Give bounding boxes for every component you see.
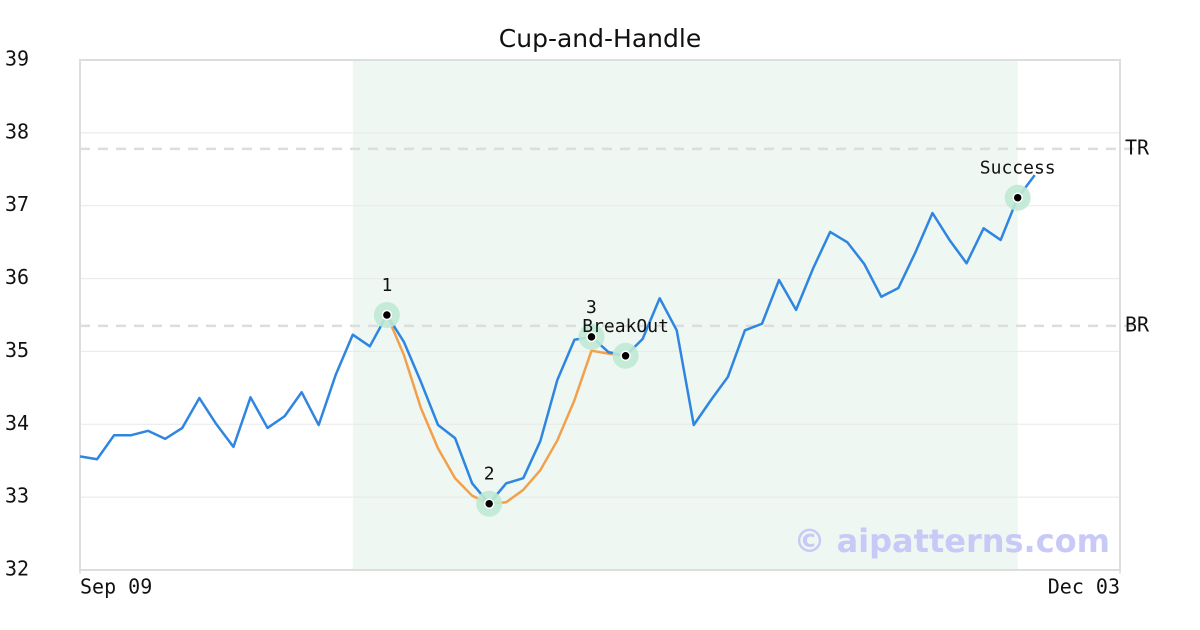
point-dot (586, 331, 597, 343)
y-tick-label: 34 (5, 411, 29, 435)
x-tick-label: Dec 03 (1048, 575, 1120, 599)
point-dot (1012, 192, 1023, 203)
y-tick-label: 35 (5, 338, 29, 362)
y-tick-label: 36 (5, 265, 29, 289)
price-line (79, 174, 1036, 505)
point-dot (381, 309, 393, 321)
point-dot (620, 350, 631, 362)
point-label: 3 (586, 297, 597, 318)
y-tick-label: 33 (5, 484, 29, 508)
y-tick-label: 32 (5, 557, 29, 581)
chart-title: Cup-and-Handle (499, 24, 701, 53)
price-line (385, 314, 626, 505)
level-label: TR (1125, 135, 1150, 159)
point-label: 2 (484, 464, 495, 485)
plot-frame (79, 59, 1121, 571)
y-tick-label: 39 (5, 47, 29, 71)
point-label: BreakOut (582, 316, 669, 337)
level-label: BR (1125, 312, 1150, 336)
point-dot (483, 498, 495, 509)
point-label: 1 (381, 275, 392, 296)
watermark: © aipatterns.com (793, 522, 1110, 560)
y-tick-label: 38 (5, 119, 29, 143)
pattern-region (352, 60, 1018, 570)
point-label: Success (980, 158, 1056, 179)
x-tick-label: Sep 09 (80, 575, 152, 599)
y-tick-label: 37 (5, 192, 29, 216)
